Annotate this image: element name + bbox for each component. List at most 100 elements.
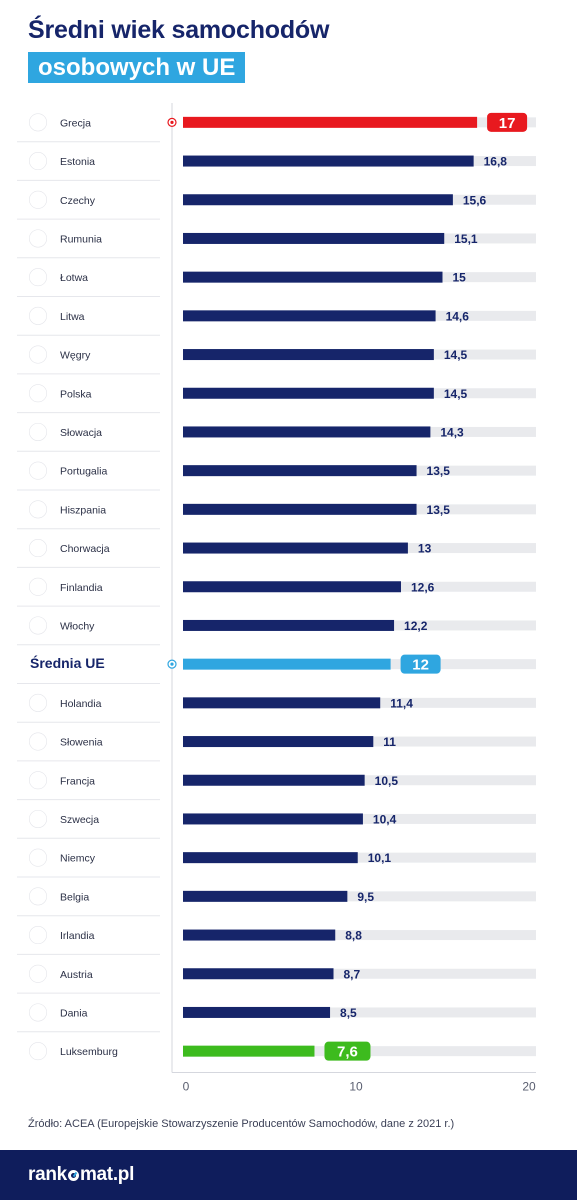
value-badge — [324, 1041, 371, 1061]
bar-row: Portugalia 13,5 — [17, 450, 536, 480]
flag-outline — [28, 539, 47, 558]
bar — [183, 581, 401, 593]
data-label: 8,5 — [340, 1006, 357, 1020]
country-label: Belgia — [60, 891, 89, 903]
data-label: 17 — [499, 115, 516, 132]
bar-track — [183, 852, 536, 863]
data-label: 13 — [418, 542, 432, 556]
bar-row: Estonia 16,8 — [17, 141, 536, 171]
bar-row: Luksemburg 7,6 — [17, 1031, 536, 1061]
data-label: 14,3 — [440, 425, 464, 439]
bar-row: Niemcy 10,1 — [17, 837, 536, 867]
country-label: Węgry — [60, 350, 91, 362]
flag-outline — [28, 345, 47, 364]
data-label: 15,6 — [463, 193, 487, 207]
flag-outline — [28, 809, 47, 828]
country-label: Chorwacja — [60, 543, 110, 555]
bar — [183, 697, 381, 709]
bar — [183, 890, 348, 902]
flag-outline — [28, 190, 47, 209]
data-label: 12,6 — [411, 580, 435, 594]
rankomat-logo[interactable]: rank mat.pl — [28, 1164, 134, 1186]
bar-row: Francja 10,5 — [17, 760, 536, 790]
bar — [183, 194, 453, 206]
bar-track — [183, 968, 536, 979]
data-label: 16,8 — [484, 155, 508, 169]
bar — [183, 542, 408, 554]
flag-outline — [28, 616, 47, 635]
source-note: Źródło: ACEA (Europejskie Stowarzyszenie… — [28, 1118, 455, 1130]
bar-row: Belgia 9,5 — [17, 876, 536, 906]
bar-row: Czechy 15,6 — [17, 179, 536, 209]
bar-row: Polska 14,5 — [17, 373, 536, 403]
data-label: 12,2 — [404, 619, 428, 633]
country-label: Polska — [60, 388, 92, 400]
bar-row: Grecja 17 — [28, 112, 536, 132]
bar — [183, 852, 358, 864]
data-label: 10,5 — [375, 774, 399, 788]
bar — [183, 658, 391, 670]
data-label: 8,7 — [344, 967, 361, 981]
bar — [183, 929, 336, 941]
bar-row: Szwecja 10,4 — [17, 799, 536, 828]
value-badge — [487, 112, 528, 132]
bar-row: Łotwa 15 — [17, 257, 536, 287]
bar — [183, 813, 363, 825]
data-label: 11 — [383, 735, 396, 749]
country-label: Czechy — [60, 195, 96, 207]
bar — [183, 232, 445, 244]
data-label: 14,6 — [446, 309, 470, 323]
axis-marker-dot — [170, 662, 174, 666]
bar-row: Hiszpania 13,5 — [17, 489, 536, 519]
data-label: 11,4 — [390, 696, 413, 710]
country-label: Słowenia — [60, 737, 103, 749]
bar — [183, 465, 417, 477]
flag-outline — [28, 848, 47, 867]
bar — [183, 503, 417, 515]
country-label: Litwa — [60, 311, 85, 323]
country-label: Słowacja — [60, 427, 102, 439]
data-label: 12 — [412, 657, 429, 674]
bar-row: Średnia UE 12 — [17, 644, 536, 674]
bar — [183, 349, 434, 361]
bar-row: Irlandia 8,8 — [17, 915, 536, 945]
country-label: Portugalia — [60, 466, 107, 478]
country-label: Estonia — [60, 156, 95, 168]
chart-title-line2: osobowych w UE — [28, 52, 246, 83]
country-label: Grecja — [60, 117, 91, 129]
flag-outline — [28, 268, 47, 287]
bar — [183, 774, 365, 786]
country-label: Finlandia — [60, 582, 103, 594]
bar-row: Rumunia 15,1 — [17, 218, 536, 248]
country-label: Włochy — [60, 620, 95, 632]
flag-outline — [28, 887, 47, 906]
bar — [183, 116, 478, 128]
logo-text-end: mat.pl — [79, 1164, 135, 1185]
bar — [183, 968, 334, 980]
flag-outline — [28, 964, 47, 983]
data-label: 10,1 — [368, 851, 392, 865]
country-label: Szwecja — [60, 814, 99, 826]
x-tick-label: 0 — [183, 1080, 190, 1094]
x-tick-label: 10 — [349, 1080, 363, 1094]
data-label: 13,5 — [427, 464, 451, 478]
flag-outline — [28, 229, 47, 248]
country-label: Holandia — [60, 698, 102, 710]
bar-row: Finlandia 12,6 — [17, 566, 536, 596]
data-label: 8,8 — [345, 929, 362, 943]
country-label: Irlandia — [60, 930, 95, 942]
country-label: Dania — [60, 1007, 88, 1019]
bar — [183, 155, 474, 167]
bar-row: Słowenia 11 — [17, 721, 536, 751]
bar — [183, 387, 434, 399]
data-label: 14,5 — [444, 387, 468, 401]
bar-track — [183, 1007, 536, 1018]
flag-outline — [28, 693, 47, 712]
bar — [183, 1045, 315, 1057]
bar-row: Litwa 14,6 — [17, 296, 536, 325]
data-label: 15,1 — [454, 232, 478, 246]
bar-row: Holandia 11,4 — [17, 683, 536, 712]
data-label: 14,5 — [444, 348, 468, 362]
data-label: 10,4 — [373, 812, 397, 826]
country-label: Rumunia — [60, 233, 102, 245]
